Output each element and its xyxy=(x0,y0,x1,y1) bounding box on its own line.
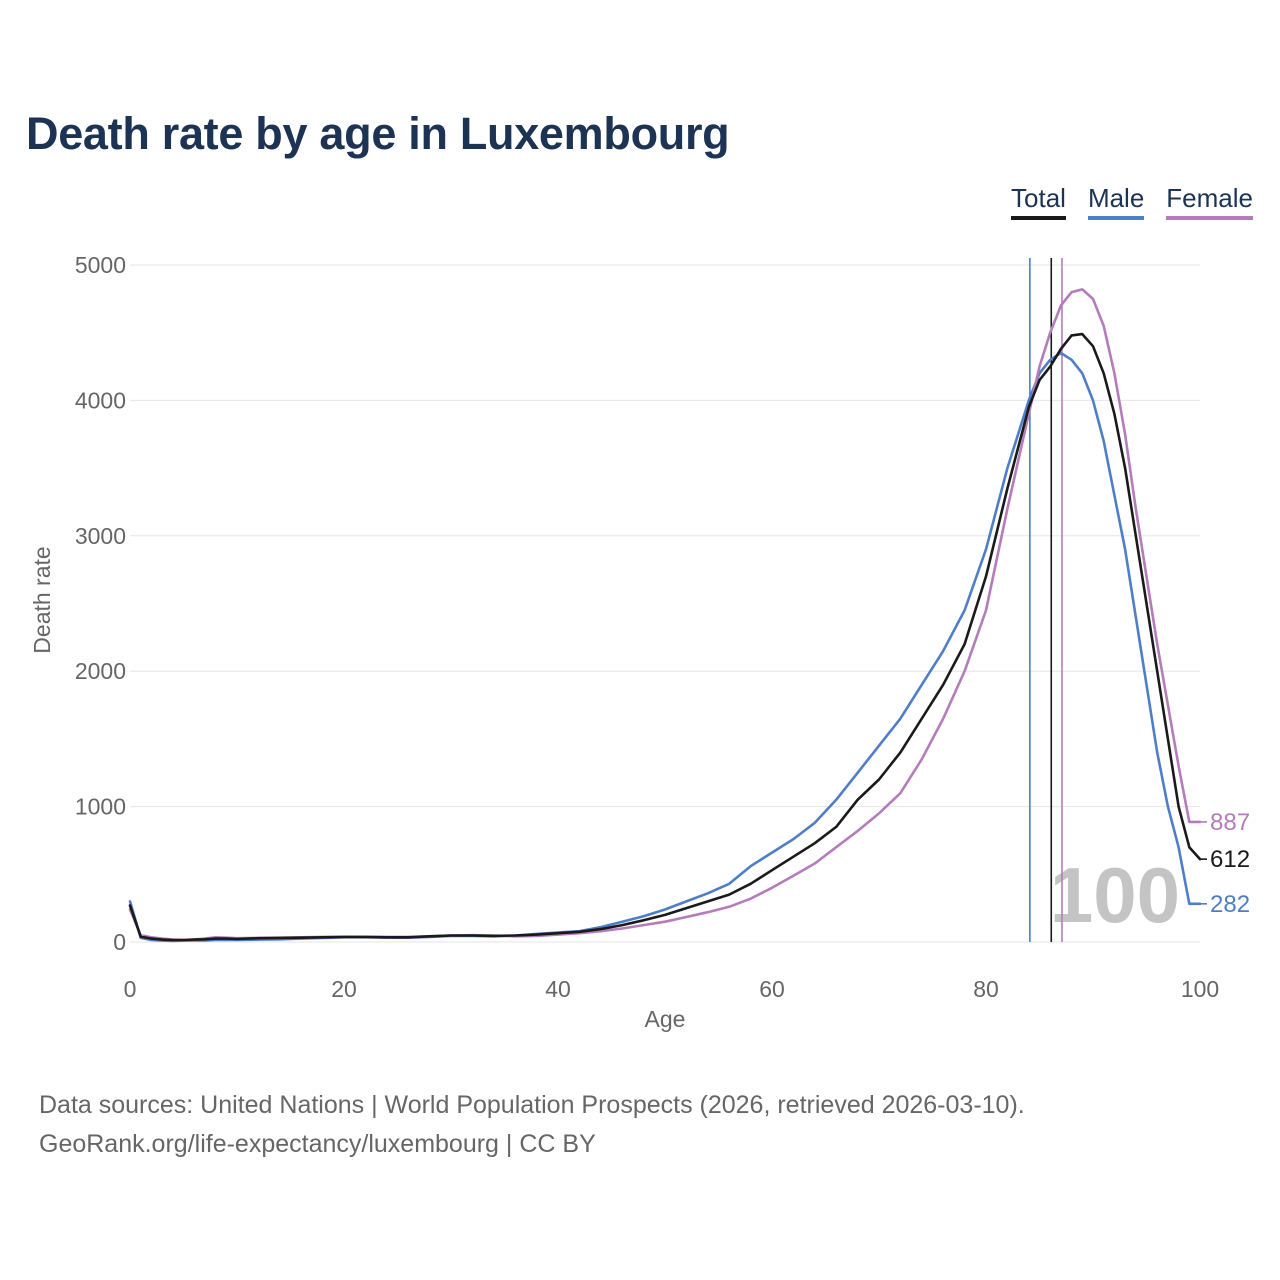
series-line-total xyxy=(128,332,1202,942)
y-tick-label-5000: 5000 xyxy=(75,252,126,278)
legend-label-total: Total xyxy=(1011,183,1066,213)
series-line-male xyxy=(128,351,1202,943)
x-tick-label-80: 80 xyxy=(973,976,999,1002)
x-axis-title: Age xyxy=(645,1006,686,1032)
y-axis-title: Death rate xyxy=(29,546,55,653)
watermark-label: 100 xyxy=(1050,851,1180,939)
x-tick-label-40: 40 xyxy=(545,976,571,1002)
y-tick-label-3000: 3000 xyxy=(75,523,126,549)
legend-item-male[interactable]: Male xyxy=(1087,183,1145,220)
y-tick-label-4000: 4000 xyxy=(75,387,126,413)
chart-title: Death rate by age in Luxembourg xyxy=(26,108,730,159)
x-tick-label-0: 0 xyxy=(124,976,137,1002)
footer-attribution: GeoRank.org/life-expectancy/luxembourg |… xyxy=(39,1130,596,1158)
legend-item-female[interactable]: Female xyxy=(1166,183,1253,220)
x-tick-label-100: 100 xyxy=(1181,976,1219,1002)
y-tick-label-2000: 2000 xyxy=(75,658,126,684)
legend: Total Male Female xyxy=(1011,183,1253,220)
legend-label-male: Male xyxy=(1087,183,1145,213)
x-tick-label-20: 20 xyxy=(331,976,357,1002)
legend-item-total[interactable]: Total xyxy=(1011,183,1066,220)
end-label-total: 612 xyxy=(1210,846,1250,873)
y-tick-label-1000: 1000 xyxy=(75,794,126,820)
legend-label-female: Female xyxy=(1166,183,1253,213)
footer: Data sources: United Nations | World Pop… xyxy=(39,1086,1025,1164)
series-line-female xyxy=(128,288,1202,942)
end-label-female: 887 xyxy=(1210,809,1250,836)
footer-sources: Data sources: United Nations | World Pop… xyxy=(39,1091,1025,1119)
end-label-male: 282 xyxy=(1210,891,1250,918)
y-tick-label-0: 0 xyxy=(113,929,126,955)
x-tick-label-60: 60 xyxy=(759,976,785,1002)
